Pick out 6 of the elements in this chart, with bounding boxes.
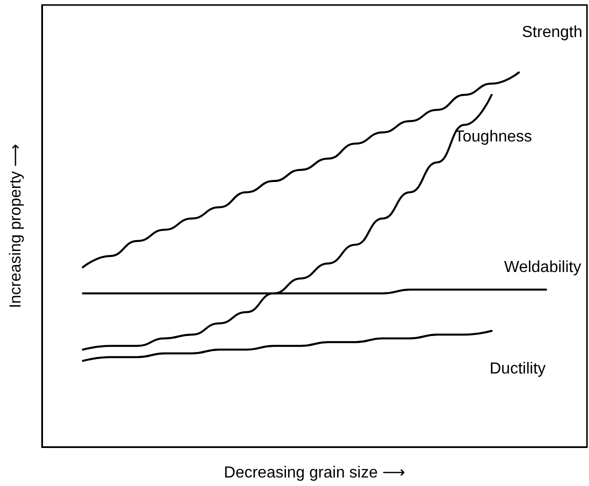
series-label: Weldability [504,259,582,276]
series-label: Ductility [490,360,546,378]
series-label: Strength [522,24,582,41]
x-axis-title: Decreasing grain size ⟶ [224,464,406,482]
y-axis-title: Increasing property ⟶ [8,144,24,308]
series-label: Toughness [454,128,532,146]
